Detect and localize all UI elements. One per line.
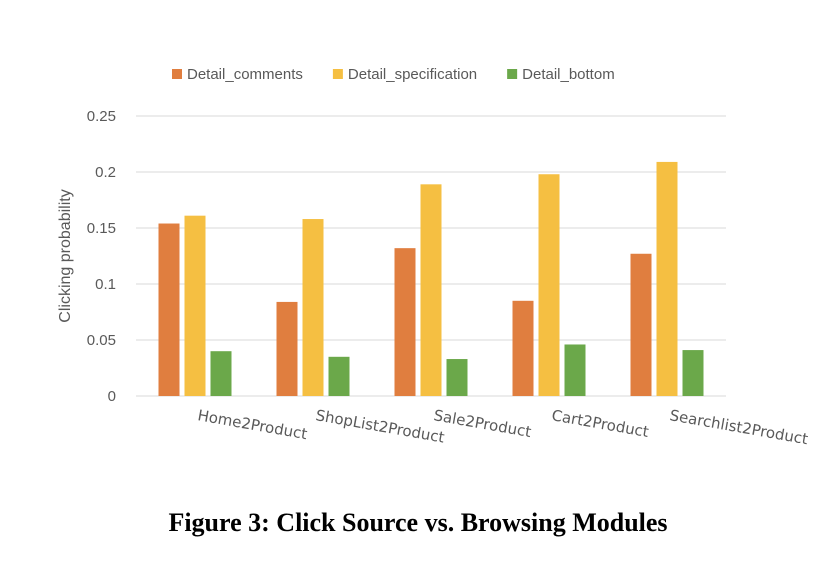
y-axis-title: Clicking probability	[57, 189, 74, 322]
y-tick-label: 0	[108, 388, 116, 405]
bars	[158, 161, 704, 396]
bar-Detail_specification-Searchlist2Product	[656, 161, 678, 396]
bar-Detail_specification-ShopList2Product	[302, 219, 324, 396]
bar-chart: Detail_comments Detail_specification Detai…	[57, 66, 809, 448]
bar-Detail_specification-Sale2Product	[420, 184, 442, 396]
x-tick-label: Searchlist2Product	[668, 406, 809, 448]
y-tick-label: 0.15	[87, 220, 116, 237]
y-tick-label: 0.25	[87, 108, 116, 125]
y-tick-label: 0.1	[95, 276, 116, 293]
legend-label: Detail_comments	[187, 66, 303, 83]
legend-swatch	[507, 69, 518, 79]
legend-label: Detail_bottom	[522, 66, 615, 83]
bar-Detail_comments-ShopList2Product	[276, 301, 298, 396]
x-tick-label: Home2Product	[196, 406, 308, 443]
figure-caption: Figure 3: Click Source vs. Browsing Modu…	[168, 508, 668, 537]
x-axis-labels: Home2Product ShopList2ProductSale2Product…	[196, 406, 809, 448]
bar-Detail_bottom-Cart2Product	[564, 344, 586, 396]
legend-swatch	[332, 69, 343, 79]
legend: Detail_comments Detail_specification Detai…	[172, 66, 615, 83]
bar-Detail_specification-Cart2Product	[538, 174, 560, 396]
y-axis-ticks: 0 0.05 0.1 0.15 0.2 0.25	[87, 108, 116, 405]
bar-Detail_bottom-Home2Product	[210, 351, 232, 396]
legend-label: Detail_specification	[348, 66, 477, 83]
x-tick-label: Cart2Product	[550, 406, 650, 441]
legend-swatch	[172, 69, 182, 79]
bar-Detail_specification-Home2Product	[184, 215, 206, 396]
y-tick-label: 0.05	[87, 332, 116, 349]
bar-Detail_comments-Cart2Product	[512, 300, 534, 396]
bar-Detail_bottom-Searchlist2Product	[682, 350, 704, 396]
bar-Detail_comments-Searchlist2Product	[630, 253, 652, 396]
y-tick-label: 0.2	[95, 164, 116, 181]
bar-Detail_bottom-Sale2Product	[446, 359, 468, 396]
x-tick-label: ShopList2Product	[314, 406, 446, 446]
bar-Detail_comments-Home2Product	[158, 223, 180, 396]
x-tick-label: Sale2Product	[432, 406, 532, 441]
bar-Detail_comments-Sale2Product	[394, 248, 416, 396]
bar-Detail_bottom-ShopList2Product	[328, 356, 350, 396]
